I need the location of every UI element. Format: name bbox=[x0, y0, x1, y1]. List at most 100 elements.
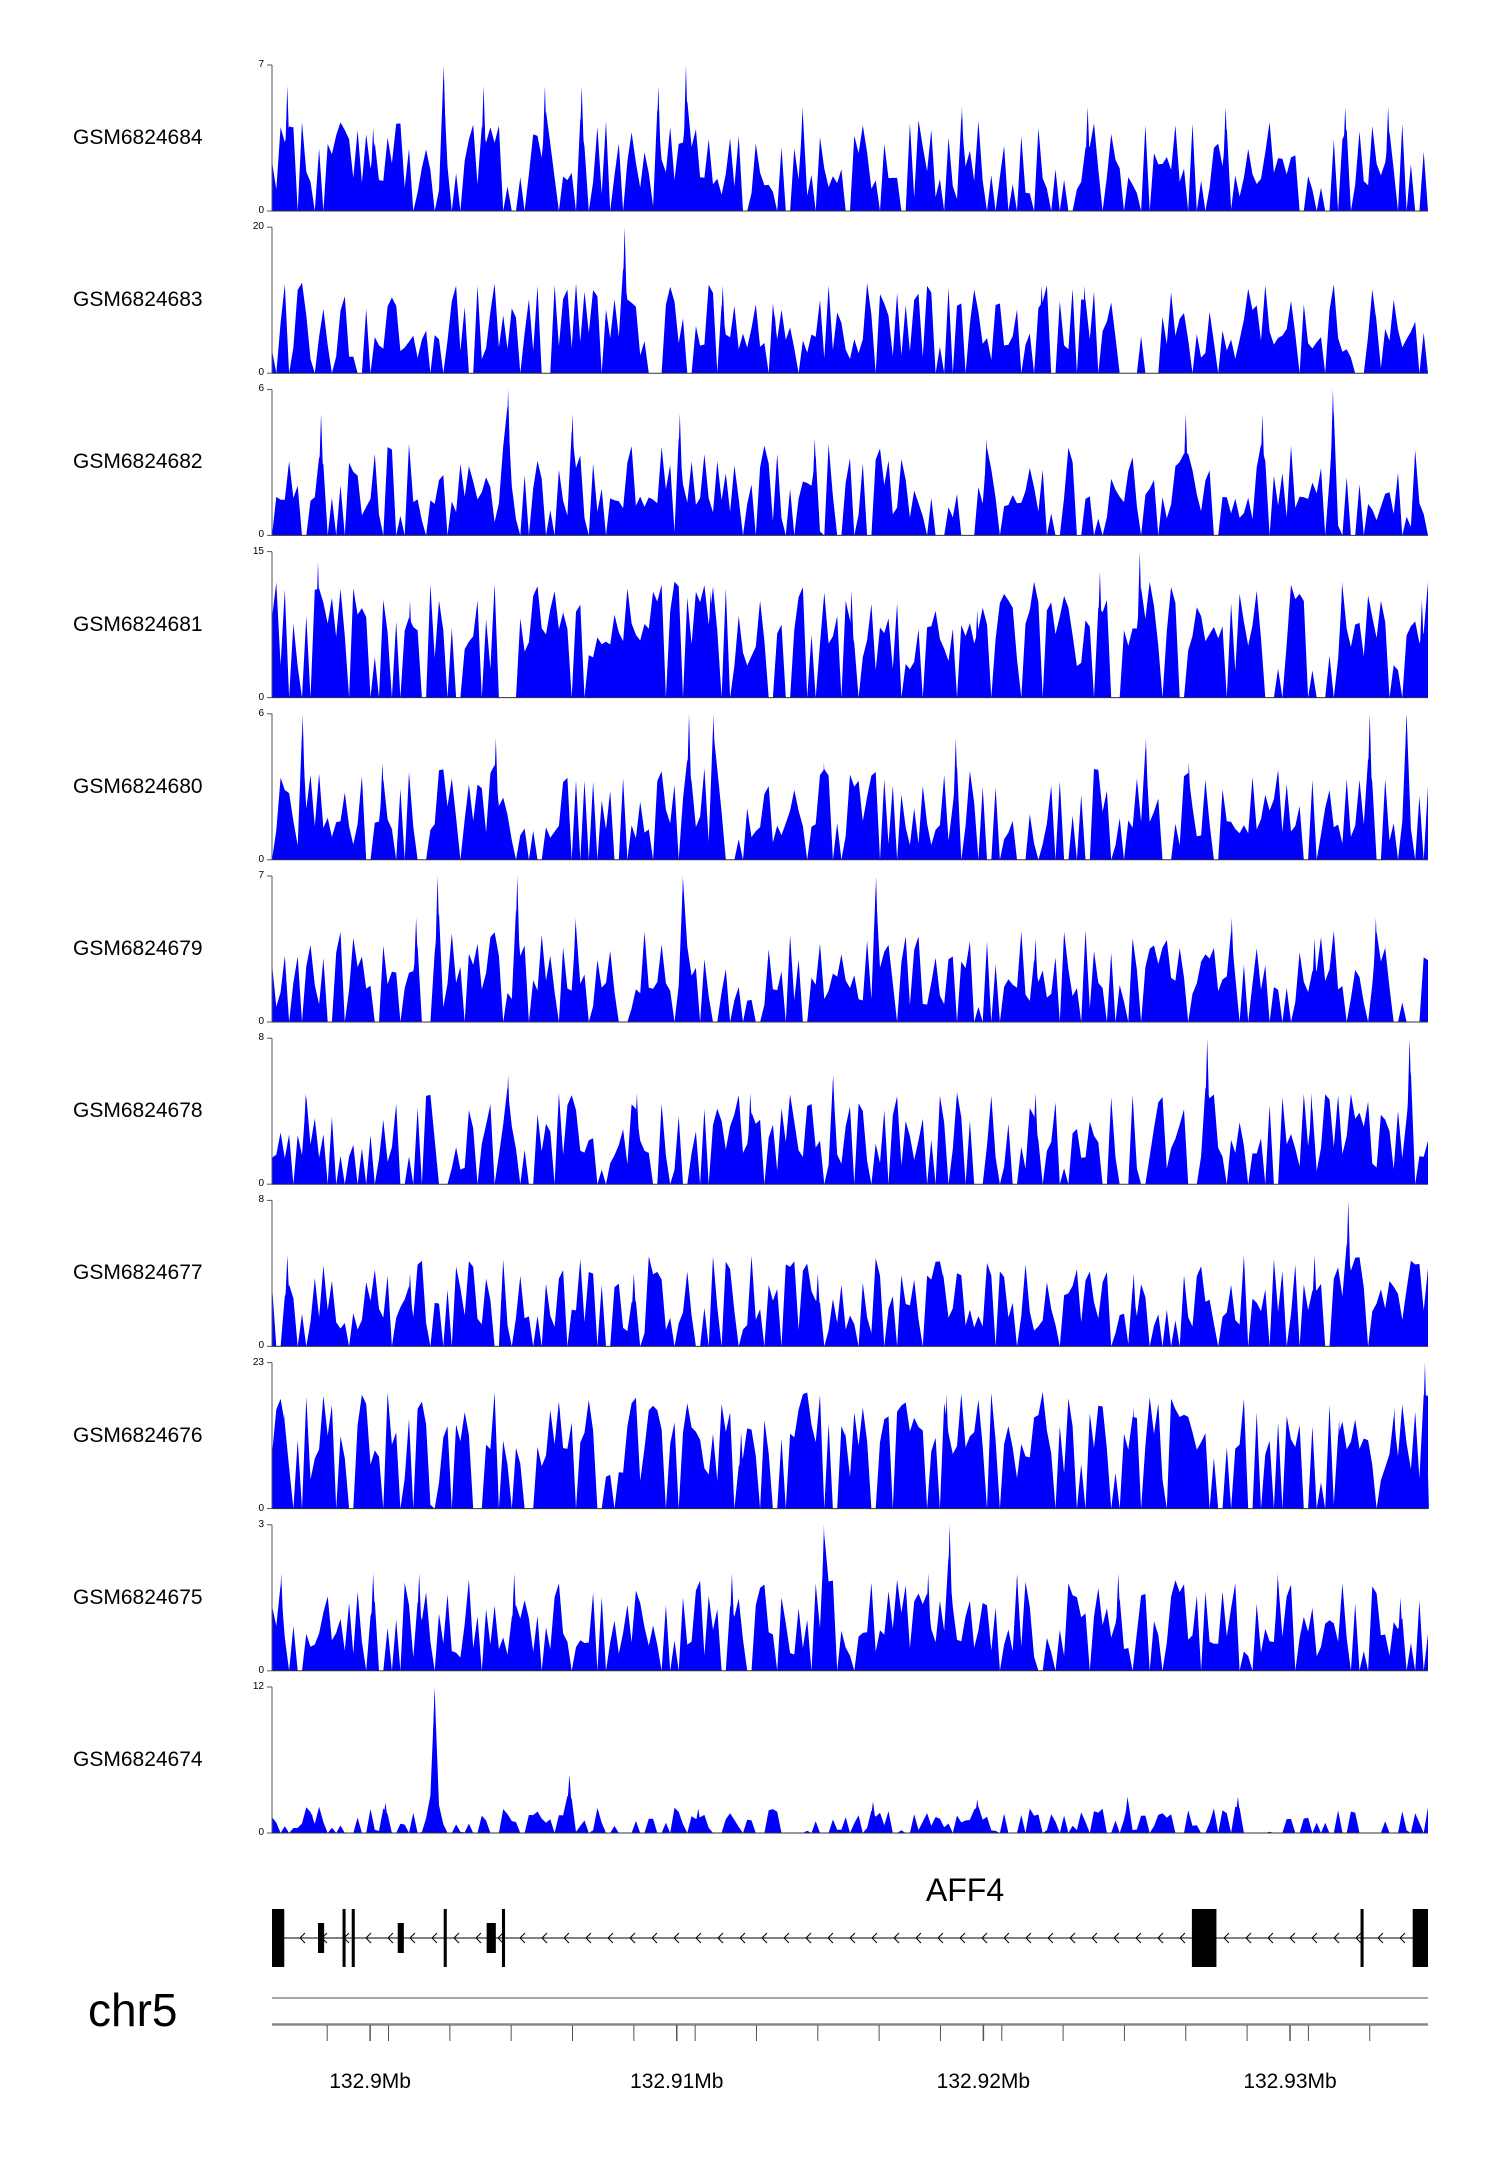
strand-arrow bbox=[959, 1932, 966, 1944]
peak-GSM6824679-9 bbox=[1371, 917, 1380, 1022]
peak-GSM6824684-2 bbox=[439, 65, 448, 211]
peak-GSM6824682-0 bbox=[317, 413, 326, 536]
peak-GSM6824676-4 bbox=[841, 1432, 850, 1509]
peak-GSM6824682-7 bbox=[1258, 413, 1267, 536]
peak-GSM6824684-0 bbox=[283, 85, 292, 211]
peak-GSM6824683-0 bbox=[301, 314, 310, 374]
y-tick-label-min: 0 bbox=[258, 1502, 264, 1514]
strand-arrow bbox=[629, 1932, 636, 1944]
y-tick-label-max: 20 bbox=[252, 221, 264, 233]
strand-arrow bbox=[761, 1932, 768, 1944]
peak-GSM6824676-1 bbox=[421, 1457, 430, 1509]
strand-arrow bbox=[497, 1932, 504, 1944]
peak-GSM6824683-6 bbox=[893, 314, 902, 374]
y-tick-label-min: 0 bbox=[258, 1016, 264, 1027]
y-tick-label-min: 0 bbox=[258, 691, 264, 703]
peak-GSM6824682-6 bbox=[1181, 413, 1190, 536]
peak-GSM6824684-8 bbox=[798, 106, 807, 211]
y-tick-label-max: 6 bbox=[258, 383, 264, 395]
peak-GSM6824680-8 bbox=[1184, 762, 1193, 860]
peak-GSM6824675-10 bbox=[1273, 1573, 1282, 1671]
gene-exon-6 bbox=[486, 1923, 496, 1953]
peak-GSM6824681-0 bbox=[313, 561, 322, 698]
y-tick-label-min: 0 bbox=[258, 1827, 264, 1838]
strand-arrow bbox=[1223, 1932, 1230, 1944]
track-label: GSM6824675 bbox=[73, 1585, 203, 1609]
x-tick-label: 132.93Mb bbox=[1243, 2070, 1337, 2093]
strand-arrow bbox=[717, 1932, 724, 1944]
peak-GSM6824681-6 bbox=[973, 610, 982, 698]
y-tick-label-min: 0 bbox=[258, 529, 264, 541]
peak-GSM6824675-0 bbox=[277, 1573, 286, 1671]
coverage-area-GSM6824674 bbox=[272, 1691, 1428, 1833]
peak-GSM6824675-5 bbox=[819, 1524, 828, 1671]
peak-GSM6824682-4 bbox=[810, 438, 819, 536]
peak-GSM6824674-2 bbox=[430, 1687, 439, 1833]
peak-GSM6824683-8 bbox=[1080, 285, 1089, 374]
peak-GSM6824683-2 bbox=[491, 314, 500, 374]
peak-GSM6824682-5 bbox=[982, 438, 991, 536]
y-tick-label-min: 0 bbox=[258, 205, 264, 216]
peak-GSM6824674-1 bbox=[381, 1802, 390, 1833]
strand-arrow bbox=[1091, 1932, 1098, 1944]
peak-GSM6824678-2 bbox=[632, 1092, 641, 1185]
peak-GSM6824675-4 bbox=[727, 1573, 736, 1671]
strand-arrow bbox=[365, 1932, 372, 1944]
strand-arrow bbox=[739, 1932, 746, 1944]
strand-arrow bbox=[1399, 1932, 1406, 1944]
strand-arrow bbox=[563, 1932, 570, 1944]
peak-GSM6824674-8 bbox=[1233, 1796, 1242, 1833]
peak-GSM6824676-2 bbox=[632, 1445, 641, 1509]
peak-GSM6824675-7 bbox=[945, 1524, 954, 1671]
track-label: GSM6824678 bbox=[73, 1099, 203, 1123]
peak-GSM6824678-4 bbox=[829, 1074, 838, 1185]
strand-arrow bbox=[651, 1932, 658, 1944]
peak-GSM6824676-6 bbox=[1129, 1407, 1138, 1509]
coverage-area-GSM6824677 bbox=[272, 1243, 1428, 1347]
track-label: GSM6824684 bbox=[73, 126, 203, 149]
strand-arrow bbox=[1355, 1932, 1362, 1944]
peak-GSM6824677-0 bbox=[283, 1255, 292, 1347]
peak-GSM6824679-7 bbox=[1227, 917, 1236, 1022]
peak-GSM6824681-8 bbox=[1135, 551, 1144, 698]
strand-arrow bbox=[431, 1932, 438, 1944]
peak-GSM6824680-7 bbox=[1141, 738, 1150, 860]
y-tick-label-max: 23 bbox=[252, 1356, 264, 1368]
peak-GSM6824678-7 bbox=[1307, 1092, 1316, 1185]
peak-GSM6824679-8 bbox=[1310, 938, 1319, 1022]
peak-GSM6824679-3 bbox=[571, 917, 580, 1022]
gene-exon-5 bbox=[443, 1909, 447, 1967]
strand-arrow bbox=[1135, 1932, 1142, 1944]
strand-arrow bbox=[1047, 1932, 1054, 1944]
peak-GSM6824682-3 bbox=[675, 413, 684, 536]
y-tick-label-max: 8 bbox=[258, 1032, 264, 1044]
gene-exon-10 bbox=[1360, 1909, 1364, 1967]
peak-GSM6824681-1 bbox=[405, 600, 414, 698]
peak-GSM6824683-4 bbox=[718, 285, 727, 374]
strand-arrow bbox=[585, 1932, 592, 1944]
peak-GSM6824675-2 bbox=[415, 1573, 424, 1671]
peak-GSM6824684-9 bbox=[957, 106, 966, 211]
y-tick-label-min: 0 bbox=[258, 1664, 264, 1676]
strand-arrow bbox=[1179, 1932, 1186, 1944]
y-tick-label-min: 0 bbox=[258, 853, 264, 865]
peak-GSM6824678-1 bbox=[504, 1074, 513, 1185]
coverage-area-GSM6824678 bbox=[272, 1071, 1428, 1185]
gene-exon-9 bbox=[1201, 1909, 1205, 1967]
peak-GSM6824674-4 bbox=[694, 1808, 703, 1833]
x-tick-label: 132.9Mb bbox=[329, 2070, 411, 2093]
peak-GSM6824683-3 bbox=[620, 227, 629, 374]
peak-GSM6824683-1 bbox=[384, 314, 393, 374]
peak-GSM6824681-5 bbox=[847, 590, 856, 698]
peak-GSM6824679-4 bbox=[678, 876, 687, 1022]
peak-GSM6824681-3 bbox=[632, 658, 641, 698]
peak-GSM6824680-6 bbox=[951, 738, 960, 860]
peak-GSM6824677-8 bbox=[1405, 1273, 1414, 1347]
peak-GSM6824677-4 bbox=[939, 1273, 948, 1347]
track-label: GSM6824680 bbox=[73, 774, 203, 798]
y-tick-label-max: 7 bbox=[258, 59, 264, 70]
y-tick-label-max: 6 bbox=[258, 707, 264, 719]
peak-GSM6824680-10 bbox=[1402, 713, 1411, 860]
peak-GSM6824676-8 bbox=[1390, 1407, 1399, 1509]
peak-GSM6824675-6 bbox=[924, 1573, 933, 1671]
